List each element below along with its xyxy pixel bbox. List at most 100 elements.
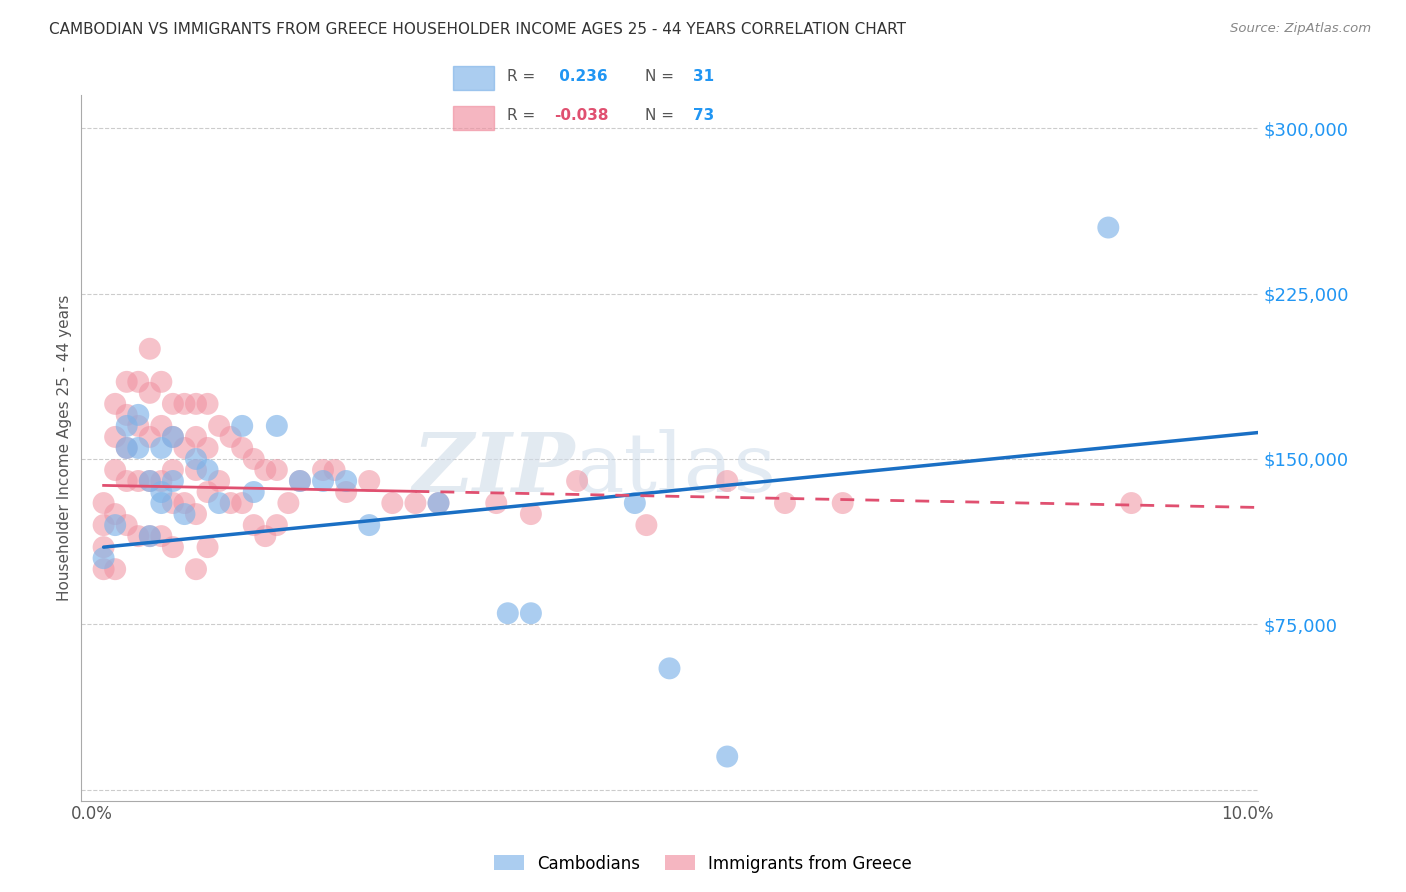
Text: -0.038: -0.038	[554, 108, 609, 123]
Point	[104, 397, 127, 411]
Point	[115, 418, 138, 433]
Point	[242, 452, 264, 467]
Point	[197, 540, 219, 554]
Point	[427, 496, 450, 510]
Point	[312, 474, 335, 488]
Text: Source: ZipAtlas.com: Source: ZipAtlas.com	[1230, 22, 1371, 36]
Point	[197, 485, 219, 500]
Point	[242, 518, 264, 533]
Point	[150, 441, 173, 455]
Point	[716, 474, 738, 488]
Point	[1121, 496, 1143, 510]
Point	[115, 375, 138, 389]
Point	[127, 441, 149, 455]
Point	[565, 474, 588, 488]
Point	[404, 496, 426, 510]
Point	[115, 474, 138, 488]
Point	[115, 408, 138, 422]
Point	[624, 496, 647, 510]
Point	[150, 485, 173, 500]
Point	[266, 463, 288, 477]
Point	[197, 441, 219, 455]
Point	[127, 375, 149, 389]
Point	[104, 463, 127, 477]
Point	[208, 418, 231, 433]
Text: atlas: atlas	[575, 429, 778, 509]
Text: 31: 31	[693, 70, 714, 85]
Point	[636, 518, 658, 533]
Point	[127, 474, 149, 488]
Point	[197, 463, 219, 477]
Point	[104, 518, 127, 533]
Text: ZIP: ZIP	[412, 429, 575, 509]
Point	[104, 430, 127, 444]
Point	[115, 518, 138, 533]
Point	[162, 430, 184, 444]
Point	[219, 430, 242, 444]
Point	[231, 496, 253, 510]
Y-axis label: Householder Income Ages 25 - 44 years: Householder Income Ages 25 - 44 years	[58, 294, 72, 601]
Text: CAMBODIAN VS IMMIGRANTS FROM GREECE HOUSEHOLDER INCOME AGES 25 - 44 YEARS CORREL: CAMBODIAN VS IMMIGRANTS FROM GREECE HOUS…	[49, 22, 907, 37]
Point	[162, 540, 184, 554]
Point	[93, 562, 115, 576]
Point	[150, 474, 173, 488]
Text: R =: R =	[508, 108, 536, 123]
Point	[254, 463, 277, 477]
Point	[162, 474, 184, 488]
Point	[288, 474, 311, 488]
Point	[127, 529, 149, 543]
Point	[173, 441, 195, 455]
Point	[485, 496, 508, 510]
Point	[127, 418, 149, 433]
Point	[93, 496, 115, 510]
Point	[139, 529, 162, 543]
Text: N =: N =	[645, 108, 675, 123]
Point	[496, 607, 519, 621]
Point	[359, 474, 381, 488]
Text: R =: R =	[508, 70, 536, 85]
Point	[93, 551, 115, 566]
Point	[520, 507, 543, 521]
Point	[335, 485, 357, 500]
Point	[93, 518, 115, 533]
Point	[139, 342, 162, 356]
Point	[150, 496, 173, 510]
Point	[139, 529, 162, 543]
Point	[162, 463, 184, 477]
Point	[520, 607, 543, 621]
Point	[184, 463, 207, 477]
Point	[162, 496, 184, 510]
FancyBboxPatch shape	[453, 106, 494, 130]
FancyBboxPatch shape	[453, 66, 494, 90]
Point	[104, 562, 127, 576]
Point	[208, 474, 231, 488]
Point	[173, 507, 195, 521]
Point	[312, 463, 335, 477]
Legend: Cambodians, Immigrants from Greece: Cambodians, Immigrants from Greece	[486, 848, 920, 880]
Point	[162, 430, 184, 444]
Point	[139, 385, 162, 400]
Point	[716, 749, 738, 764]
Point	[184, 562, 207, 576]
Point	[115, 441, 138, 455]
Point	[139, 474, 162, 488]
Point	[288, 474, 311, 488]
Point	[150, 529, 173, 543]
Point	[231, 418, 253, 433]
Point	[139, 474, 162, 488]
Point	[184, 452, 207, 467]
Point	[162, 397, 184, 411]
Text: 0.236: 0.236	[554, 70, 607, 85]
Point	[359, 518, 381, 533]
Point	[658, 661, 681, 675]
Point	[323, 463, 346, 477]
Point	[104, 507, 127, 521]
Point	[773, 496, 796, 510]
Point	[150, 375, 173, 389]
Point	[173, 397, 195, 411]
Point	[150, 418, 173, 433]
Point	[184, 507, 207, 521]
Point	[93, 540, 115, 554]
Point	[381, 496, 404, 510]
Point	[831, 496, 853, 510]
